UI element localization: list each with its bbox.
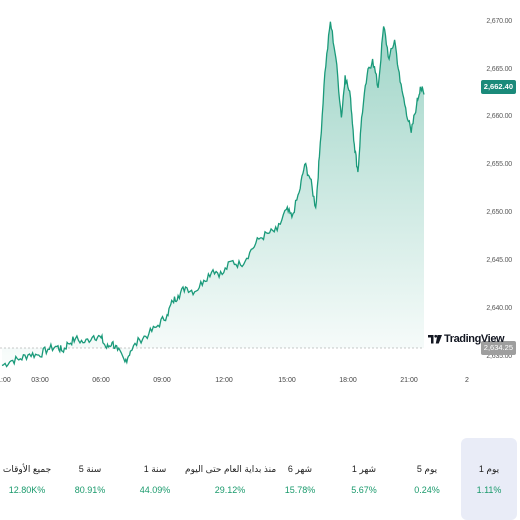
period-change-value: 12.80K% [8,485,46,495]
period-selector: 1 يوم 1.11% 5 يوم 0.24% 1 شهر 5.67% 6 شهر 15.78… [0,438,520,520]
period-change-value: 5.67% [351,485,377,495]
y-tick-label: 2,670.00 [486,17,512,25]
x-tick-label: 21:00 [0,377,11,384]
period-change-value: 44.09% [139,485,171,495]
tradingview-logo[interactable]: TradingView [428,333,505,345]
x-tick-label: 21:00 [400,377,418,384]
price-chart[interactable]: 2,670.00 2,665.00 2,660.00 2,655.00 2,650.00… [0,0,520,400]
y-tick-label: 2,635.00 [486,352,512,360]
previous-close-tag: 2,634.25 [480,341,516,355]
y-tick-label: 2,665.00 [486,65,512,73]
period-label: 1 يوم [478,464,500,474]
period-label: 1 سنة [143,464,167,474]
last-price-tag: 2,662.40 [480,80,516,94]
y-tick-label: 2,640.00 [486,305,512,313]
period-label: 5 سنة [78,464,102,474]
period-label: جميع الأوقات [2,464,52,474]
period-change-value: 0.24% [414,485,440,495]
period-option[interactable]: منذ بداية العام حتى اليوم 29.12% [185,438,277,520]
period-change-value: 15.78% [284,485,316,495]
period-option[interactable]: 1 يوم 1.11% [461,438,517,520]
chart-canvas[interactable] [0,0,520,400]
y-tick-label: 2,645.00 [486,257,512,265]
x-tick-label: 15:00 [278,377,296,384]
x-tick-label: 12:00 [215,377,233,384]
period-option[interactable]: 5 سنة 80.91% [62,438,118,520]
period-label: 5 يوم [416,464,438,474]
period-label: 6 شهر [287,464,313,474]
period-label: منذ بداية العام حتى اليوم [185,464,277,474]
x-tick-label: 06:00 [92,377,110,384]
price-area [2,21,424,367]
period-option[interactable]: 6 شهر 15.78% [272,438,328,520]
x-tick-label: 03:00 [31,377,49,384]
period-option[interactable]: 5 يوم 0.24% [399,438,455,520]
x-tick-label: 18:00 [339,377,357,384]
period-option[interactable]: 1 شهر 5.67% [336,438,392,520]
price-line [1,21,425,368]
period-change-value: 1.11% [476,485,502,495]
period-change-value: 80.91% [74,485,106,495]
tradingview-logo-icon [428,334,442,344]
y-tick-label: 2,650.00 [486,209,512,217]
period-change-value: 29.12% [214,485,246,495]
tradingview-logo-text: TradingView [444,333,505,345]
period-label: 1 شهر [351,464,377,474]
x-tick-label: 09:00 [153,377,171,384]
period-option[interactable]: جميع الأوقات 12.80K% [0,438,55,520]
y-tick-label: 2,655.00 [486,161,512,169]
y-tick-label: 2,660.00 [486,113,512,121]
period-option[interactable]: 1 سنة 44.09% [127,438,183,520]
x-tick-label: 2 [465,377,469,384]
